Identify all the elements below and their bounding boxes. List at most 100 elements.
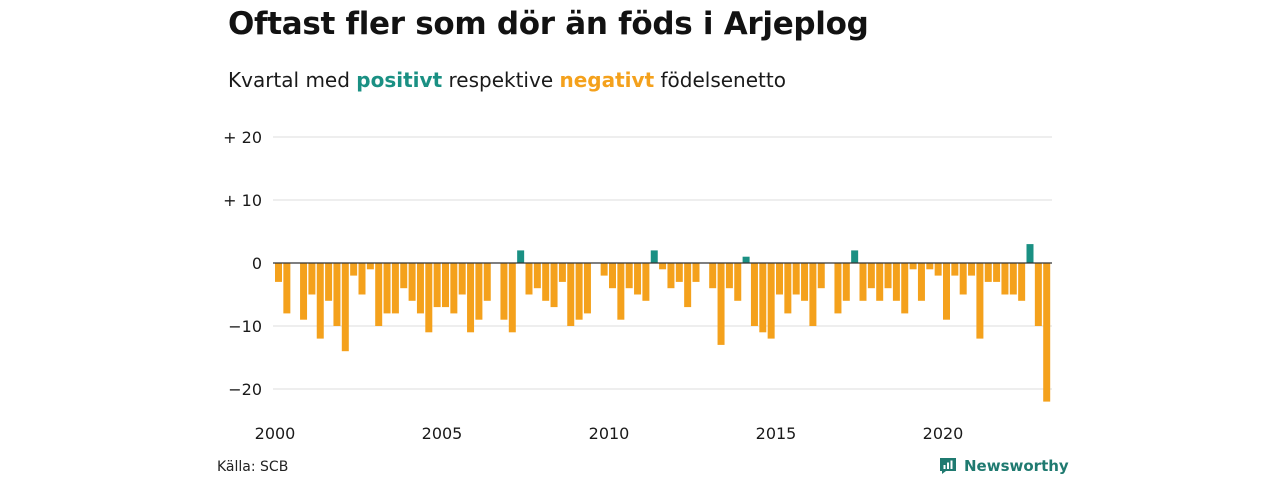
y-tick-label: + 20	[223, 128, 262, 147]
grid-lines	[273, 136, 1052, 390]
negative-bar	[884, 263, 892, 289]
x-axis-tick-labels: 2000 2005 2010 2015 2020	[255, 424, 964, 443]
negative-bar	[558, 263, 566, 282]
y-tick-label: + 10	[223, 191, 262, 210]
negative-bar	[1009, 263, 1017, 295]
negative-bar	[575, 263, 583, 320]
negative-bar	[316, 263, 324, 339]
subtitle-prefix: Kvartal med	[228, 68, 350, 92]
x-tick-label: 2015	[756, 424, 797, 443]
positive-bar	[851, 250, 859, 263]
y-tick-label: −20	[228, 380, 262, 399]
negative-bar	[675, 263, 683, 282]
negative-bar	[350, 263, 358, 276]
negative-bar	[300, 263, 308, 320]
negative-bar	[767, 263, 775, 339]
subtitle-suffix: födelsenetto	[660, 68, 786, 92]
subtitle-negative-label: negativt	[559, 68, 655, 92]
negative-bar	[458, 263, 466, 295]
negative-bar	[817, 263, 825, 289]
bars	[275, 244, 1051, 402]
x-tick-label: 2020	[923, 424, 964, 443]
y-tick-label: −10	[228, 317, 262, 336]
negative-bar	[1034, 263, 1042, 326]
source-note: Källa: SCB	[217, 459, 289, 475]
negative-bar	[308, 263, 316, 295]
negative-bar	[416, 263, 424, 314]
negative-bar	[968, 263, 976, 276]
negative-bar	[600, 263, 608, 276]
negative-bar	[634, 263, 642, 295]
brand-logo: Newsworthy	[938, 456, 1069, 476]
negative-bar	[926, 263, 934, 270]
negative-bar	[917, 263, 925, 301]
subtitle-positive-label: positivt	[356, 68, 443, 92]
negative-bar	[792, 263, 800, 295]
negative-bar	[408, 263, 416, 301]
brand-name: Newsworthy	[964, 457, 1069, 475]
negative-bar	[684, 263, 692, 308]
negative-bar	[943, 263, 950, 320]
negative-bar	[859, 263, 867, 301]
negative-bar	[801, 263, 809, 301]
negative-bar	[867, 263, 875, 289]
positive-bar	[742, 256, 750, 263]
negative-bar	[892, 263, 900, 301]
negative-bar	[642, 263, 650, 301]
negative-bar	[425, 263, 433, 333]
negative-bar	[475, 263, 483, 320]
negative-bar	[1043, 263, 1051, 402]
negative-bar	[500, 263, 508, 320]
negative-bar	[450, 263, 458, 314]
negative-bar	[876, 263, 884, 301]
negative-bar	[567, 263, 575, 326]
negative-bar	[1018, 263, 1026, 301]
negative-bar	[508, 263, 516, 333]
negative-bar	[759, 263, 767, 333]
negative-bar	[1001, 263, 1009, 295]
y-tick-label: 0	[252, 254, 262, 273]
negative-bar	[993, 263, 1001, 282]
negative-bar	[442, 263, 449, 308]
negative-bar	[984, 263, 992, 282]
negative-bar	[834, 263, 842, 314]
negative-bar	[609, 263, 616, 289]
negative-bar	[542, 263, 550, 301]
y-axis-tick-labels: + 20 + 10 0 −10 −20	[223, 128, 262, 399]
negative-bar	[283, 263, 291, 314]
x-tick-label: 2000	[255, 424, 296, 443]
negative-bar	[550, 263, 558, 308]
negative-bar	[533, 263, 541, 289]
negative-bar	[959, 263, 967, 295]
subtitle-middle: respektive	[448, 68, 554, 92]
negative-bar	[725, 263, 733, 289]
negative-bar	[583, 263, 591, 314]
negative-bar	[483, 263, 491, 301]
negative-bar	[667, 263, 675, 289]
positive-bar	[1026, 244, 1034, 263]
negative-bar	[433, 263, 441, 308]
negative-bar	[709, 263, 717, 289]
negative-bar	[659, 263, 667, 270]
chart-title: Oftast fler som dör än föds i Arjeplog	[228, 6, 869, 42]
negative-bar	[400, 263, 408, 289]
negative-bar	[951, 263, 959, 276]
positive-bar	[517, 250, 525, 263]
negative-bar	[341, 263, 349, 352]
negative-bar	[976, 263, 984, 339]
negative-bar	[909, 263, 917, 270]
negative-bar	[934, 263, 942, 276]
negative-bar	[383, 263, 391, 314]
negative-bar	[275, 263, 282, 282]
x-tick-label: 2010	[589, 424, 630, 443]
negative-bar	[391, 263, 399, 314]
x-tick-label: 2005	[422, 424, 463, 443]
negative-bar	[901, 263, 909, 314]
negative-bar	[692, 263, 700, 282]
newsworthy-logo-icon	[940, 458, 956, 474]
negative-bar	[625, 263, 633, 289]
negative-bar	[809, 263, 817, 326]
negative-bar	[842, 263, 850, 301]
negative-bar	[525, 263, 533, 295]
